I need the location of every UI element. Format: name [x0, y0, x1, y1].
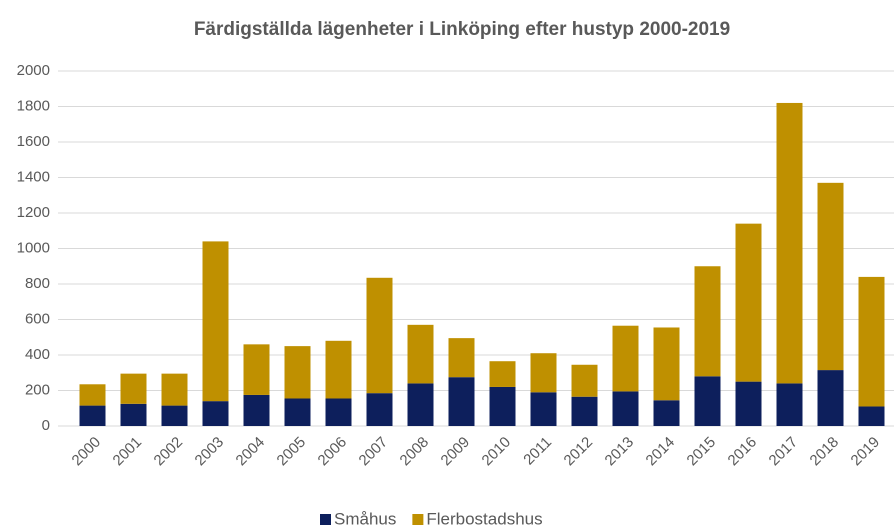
bar-segment — [325, 398, 352, 426]
bar-segment — [161, 405, 188, 426]
x-tick-label: 2012 — [561, 434, 597, 470]
bar-segment — [858, 406, 885, 426]
y-tick-label: 400 — [25, 346, 50, 363]
x-tick-label: 2010 — [479, 434, 515, 470]
bar-segment — [571, 364, 598, 397]
y-tick-label: 1800 — [17, 97, 50, 114]
bar-segment — [407, 383, 434, 426]
x-tick-label: 2013 — [602, 434, 638, 470]
bar-segment — [79, 405, 106, 426]
bar-segment — [612, 391, 639, 426]
x-tick-label: 2005 — [274, 434, 310, 470]
y-tick-label: 200 — [25, 381, 50, 398]
x-tick-label: 2015 — [684, 434, 720, 470]
x-tick-label: 2011 — [520, 434, 555, 469]
bar-segment — [202, 401, 229, 426]
bar-segment — [694, 376, 721, 426]
x-tick-label: 2002 — [151, 434, 187, 470]
bar-segment — [735, 223, 762, 382]
bar-segment — [817, 370, 844, 426]
bar-segment — [202, 241, 229, 402]
bar-segment — [653, 327, 680, 401]
x-tick-label: 2017 — [766, 434, 802, 470]
x-tick-label: 2007 — [356, 434, 392, 470]
bar-segment — [571, 396, 598, 426]
bar-segment — [325, 340, 352, 399]
x-tick-label: 2006 — [315, 434, 351, 470]
bar-segment — [776, 383, 803, 426]
bar-segment — [161, 373, 188, 406]
bar-segment — [448, 338, 475, 378]
x-tick-label: 2016 — [725, 434, 761, 470]
bar-segment — [243, 344, 270, 395]
y-tick-label: 1200 — [17, 204, 50, 221]
y-tick-label: 800 — [25, 275, 50, 292]
bar-segment — [530, 392, 557, 426]
bar-segment — [366, 277, 393, 394]
x-tick-label: 2003 — [192, 434, 228, 470]
y-tick-label: 2000 — [17, 62, 50, 79]
legend-label: Småhus — [334, 509, 396, 528]
y-tick-label: 1400 — [17, 168, 50, 185]
legend-swatch — [320, 514, 331, 525]
bar-segment — [243, 394, 270, 426]
bar-segment — [448, 377, 475, 426]
bar-segment — [530, 353, 557, 393]
x-tick-label: 2000 — [69, 434, 105, 470]
bar-segment — [776, 102, 803, 384]
y-tick-label: 1000 — [17, 239, 50, 256]
bar-segment — [735, 381, 762, 426]
bar-segment — [284, 398, 311, 426]
chart-title: Färdigställda lägenheter i Linköping eft… — [194, 19, 730, 40]
bar-segment — [79, 384, 106, 406]
bar-segment — [653, 400, 680, 426]
bar-segment — [120, 373, 147, 404]
x-tick-label: 2019 — [848, 434, 884, 470]
bar-segment — [489, 386, 516, 426]
y-tick-label: 1600 — [17, 133, 50, 150]
x-tick-label: 2001 — [110, 434, 146, 470]
legend-swatch — [412, 514, 424, 525]
y-tick-label: 600 — [25, 310, 50, 327]
y-tick-label: 0 — [42, 417, 50, 434]
x-tick-label: 2004 — [233, 434, 269, 470]
bar-segment — [694, 266, 721, 377]
x-tick-label: 2018 — [807, 434, 843, 470]
x-tick-label: 2009 — [438, 434, 474, 470]
bar-segment — [366, 393, 393, 426]
bar-segment — [284, 346, 311, 399]
legend-label: Flerbostadshus — [426, 509, 542, 528]
x-tick-label: 2014 — [643, 434, 679, 470]
x-tick-label: 2008 — [397, 434, 433, 470]
bar-segment — [612, 325, 639, 392]
bar-segment — [817, 182, 844, 371]
bar-segment — [120, 403, 147, 426]
bar-segment — [858, 276, 885, 407]
bar-segment — [489, 361, 516, 387]
bar-segment — [407, 324, 434, 384]
